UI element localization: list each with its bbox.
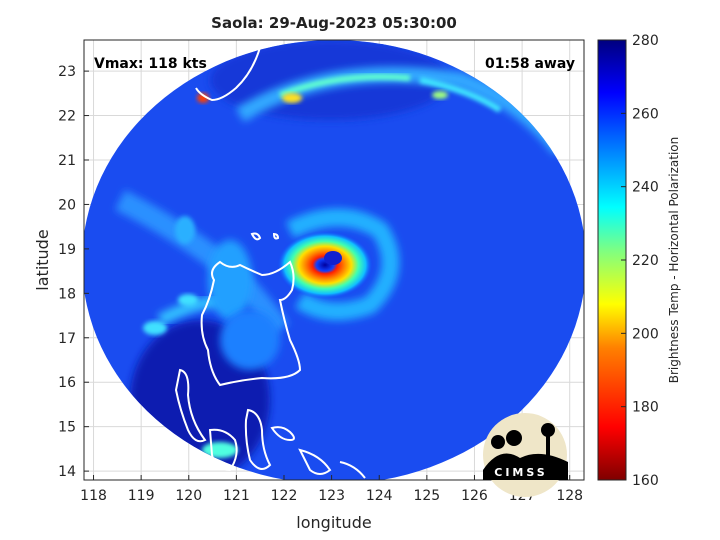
colorbar-tick-label: 200 — [632, 326, 659, 342]
x-tick-label: 126 — [461, 488, 488, 504]
logo-tower-top — [541, 423, 555, 437]
colorbar-tick-label: 180 — [632, 400, 659, 416]
colorbar-label: Brightness Temp - Horizontal Polarizatio… — [667, 137, 681, 384]
y-tick-label: 23 — [58, 64, 76, 80]
vmax-label: Vmax: 118 kts — [94, 56, 207, 72]
plot-frame — [83, 39, 585, 481]
cimss-logo: CIMSS — [483, 413, 568, 497]
y-tick-label: 20 — [58, 197, 76, 213]
x-tick-label: 121 — [223, 488, 250, 504]
x-axis-label: longitude — [296, 513, 371, 532]
y-tick-label: 16 — [58, 375, 76, 391]
x-tick-label: 122 — [271, 488, 298, 504]
logo-dish-2 — [506, 430, 522, 446]
y-tick-label: 14 — [58, 464, 76, 480]
y-tick-label: 21 — [58, 153, 76, 169]
logo-text: CIMSS — [494, 466, 547, 479]
microwave-swath — [84, 40, 584, 480]
y-tick-label: 18 — [58, 286, 76, 302]
x-tick-label: 128 — [556, 488, 583, 504]
colorbar-tick-label: 280 — [632, 33, 659, 49]
y-tick-label: 19 — [58, 242, 76, 258]
map-title: Saola: 29-Aug-2023 05:30:00 — [211, 14, 457, 32]
colorbar-tick-label: 240 — [632, 180, 659, 196]
colorbar-ticks: 160 180 200 220 240 260 280 — [621, 33, 659, 489]
colorbar-tick-label: 160 — [632, 473, 659, 489]
colorbar-tick-label: 220 — [632, 253, 659, 269]
x-tick-label: 123 — [318, 488, 345, 504]
logo-disc — [483, 413, 567, 497]
coastlines — [174, 40, 366, 479]
y-tick-label: 15 — [58, 420, 76, 436]
x-tick-label: 118 — [80, 488, 107, 504]
y-tick-label: 22 — [58, 109, 76, 125]
logo-dish-1 — [491, 435, 505, 449]
colorbar-tick-label: 260 — [632, 106, 659, 122]
y-axis-label: latitude — [33, 229, 52, 290]
time-away-label: 01:58 away — [485, 56, 575, 72]
x-tick-label: 119 — [128, 488, 155, 504]
x-tick-label: 124 — [366, 488, 393, 504]
x-tick-label: 120 — [175, 488, 202, 504]
x-tick-label: 125 — [413, 488, 440, 504]
logo-tower — [546, 436, 550, 462]
y-axis: 14 15 16 17 18 19 20 21 22 23 — [58, 64, 89, 480]
y-tick-label: 17 — [58, 331, 76, 347]
